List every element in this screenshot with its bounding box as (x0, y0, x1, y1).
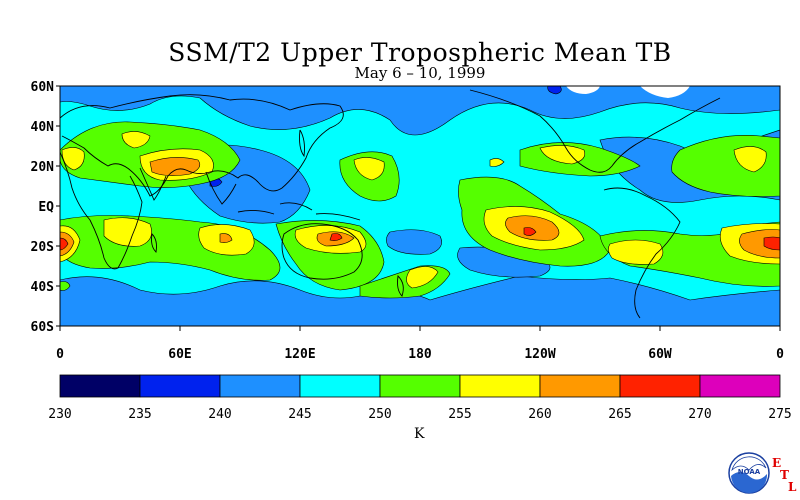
band-235-arctic (547, 86, 562, 95)
coast-europe-asia (60, 94, 344, 197)
temperature-field (60, 86, 780, 326)
lon-label: 0 (776, 347, 784, 362)
lat-label: 20S (31, 240, 55, 255)
arctic-missing-data (566, 86, 600, 94)
band-265-south-atlantic (763, 236, 780, 251)
noaa-logo-icon: NOAA (728, 452, 770, 494)
coast-madagascar (151, 233, 157, 253)
coast-africa (60, 151, 143, 270)
lat-label: 60N (31, 80, 55, 95)
coast-north-america (469, 89, 721, 173)
colorbar-label: 250 (368, 407, 391, 422)
band-265-west-edge (60, 237, 69, 251)
etl-letter-l: L (788, 480, 797, 494)
band-265-pacific-east (523, 227, 537, 236)
lon-label: 120W (524, 347, 555, 362)
band-240-south-pacific (386, 229, 442, 255)
coast-australia (281, 223, 363, 280)
colorbar-segment (379, 374, 461, 398)
map-title: SSM/T2 Upper Tropospheric Mean TB (168, 38, 672, 67)
band-260-pacific-east (505, 215, 560, 241)
band-255-africa (733, 146, 767, 173)
lon-label: 0 (56, 347, 64, 362)
etl-letter-t: T (780, 468, 789, 482)
colorbar-segment (539, 374, 621, 398)
lat-label: 40S (31, 280, 55, 295)
arctic-missing-data-2 (640, 86, 690, 98)
lon-label: 120E (284, 347, 315, 362)
colorbar-label: 245 (288, 407, 311, 422)
coast-indochina (205, 171, 237, 205)
colorbar-label: 255 (448, 407, 471, 422)
coast-south-america (603, 187, 681, 319)
colorbar-segment (619, 374, 701, 398)
colorbar-unit: K (414, 426, 425, 442)
band-265-australia (329, 233, 343, 241)
band-260-indian (219, 233, 233, 243)
lon-axis: 0 60E 120E 180 120W 60W 0 (56, 326, 784, 362)
map-subtitle: May 6 – 10, 1999 (354, 64, 486, 82)
colorbar-label: 230 (48, 407, 71, 422)
band-255-arabia (61, 147, 85, 171)
colorbar-segment (299, 374, 381, 398)
band-250-small-atlantic (60, 281, 71, 291)
band-255-pacific-north (353, 157, 385, 181)
colorbar-segment (699, 374, 781, 398)
coast-japan (299, 129, 305, 158)
colorbar-segment (459, 374, 541, 398)
colorbar-label: 235 (128, 407, 151, 422)
lat-label: 20N (31, 160, 55, 175)
band-255-madagascar (103, 217, 152, 247)
band-255-south-pacific (406, 266, 439, 289)
lon-label: 60E (168, 347, 191, 362)
coastlines (60, 89, 721, 319)
colorbar: 230 235 240 245 250 255 260 265 270 275 (48, 374, 792, 422)
band-260-south-atlantic (739, 229, 780, 259)
colorbar-label: 240 (208, 407, 231, 422)
colorbar-segment (219, 374, 301, 398)
colorbar-label: 265 (608, 407, 631, 422)
band-255-south-america (608, 239, 664, 265)
colorbar-segment (59, 374, 141, 398)
colorbar-label: 275 (768, 407, 791, 422)
colorbar-label: 270 (688, 407, 711, 422)
band-240-north (60, 86, 780, 136)
colorbar-segment (139, 374, 221, 398)
noaa-logo-text: NOAA (738, 468, 761, 476)
lon-label: 60W (648, 347, 672, 362)
etl-letter-e: E (772, 456, 782, 470)
band-255-himalaya (121, 131, 151, 149)
lat-label: 40N (31, 120, 55, 135)
colorbar-label: 260 (528, 407, 551, 422)
coast-indonesia (237, 202, 361, 221)
lon-label: 180 (408, 347, 432, 362)
lat-axis: 60N 40N 20N EQ 20S 40S 60S (31, 80, 60, 335)
coast-india (139, 167, 167, 201)
band-255-pacific-small (489, 158, 505, 167)
lat-label: EQ (38, 200, 54, 215)
band-255-atlantic-north (539, 145, 586, 165)
lat-label: 60S (31, 320, 55, 335)
coast-new-zealand (397, 275, 404, 297)
